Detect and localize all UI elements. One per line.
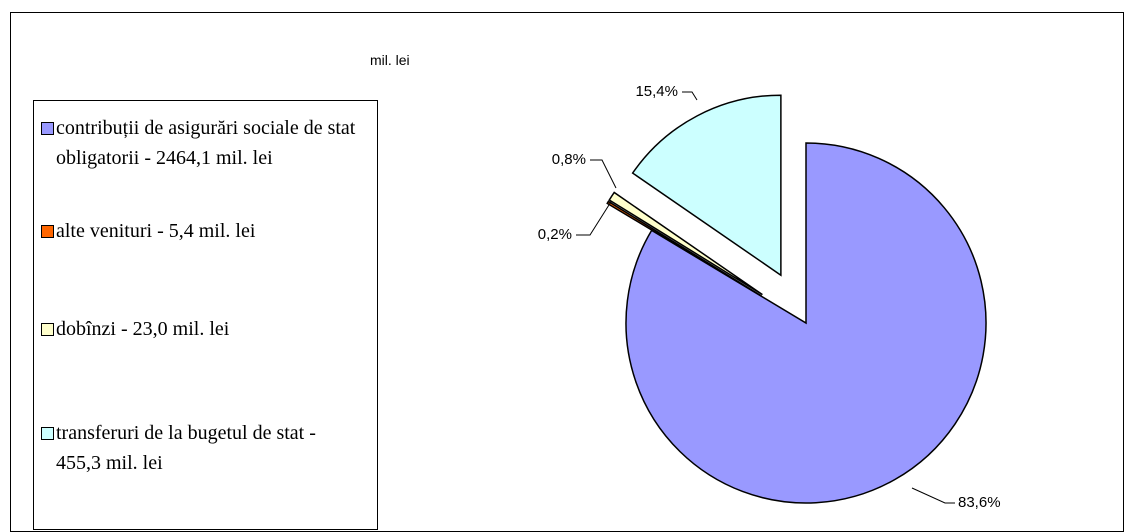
legend-label: transferuri de la bugetul de stat - 455,… bbox=[56, 422, 316, 474]
legend-label: alte venituri - 5,4 mil. lei bbox=[56, 220, 256, 242]
legend-item: contribuții de asigurări sociale de stat… bbox=[41, 113, 356, 173]
legend-label: dobînzi - 23,0 mil. lei bbox=[56, 318, 230, 340]
unit-label: mil. lei bbox=[370, 52, 410, 68]
leader-line bbox=[576, 196, 615, 236]
legend-label: contribuții de asigurări sociale de stat… bbox=[56, 117, 356, 169]
data-label: 83,6% bbox=[958, 494, 1001, 510]
pie-slice bbox=[631, 94, 782, 277]
legend: contribuții de asigurări sociale de stat… bbox=[33, 100, 378, 530]
legend-swatch bbox=[41, 225, 54, 238]
pie-slice bbox=[608, 191, 763, 296]
legend-item: dobînzi - 23,0 mil. lei bbox=[41, 314, 356, 344]
data-label: 15,4% bbox=[635, 83, 678, 100]
legend-swatch bbox=[41, 323, 54, 336]
pie-slice bbox=[625, 142, 987, 504]
legend-item: transferuri de la bugetul de stat - 455,… bbox=[41, 418, 356, 478]
legend-item: alte venituri - 5,4 mil. lei bbox=[41, 216, 356, 246]
pie-slice bbox=[606, 200, 762, 297]
leader-line bbox=[682, 91, 698, 101]
pie-chart: 83,6% 0,2% 0,8% 15,4% bbox=[538, 83, 1001, 510]
data-label: 0,8% bbox=[552, 151, 586, 168]
data-label: 0,2% bbox=[538, 226, 572, 243]
page: mil. lei 83,6% 0,2% 0,8% 15,4% contribuții … bbox=[10, 12, 1124, 532]
legend-swatch bbox=[41, 122, 54, 135]
leader-line bbox=[590, 159, 617, 189]
legend-swatch bbox=[41, 427, 54, 440]
leader-line bbox=[911, 487, 955, 504]
